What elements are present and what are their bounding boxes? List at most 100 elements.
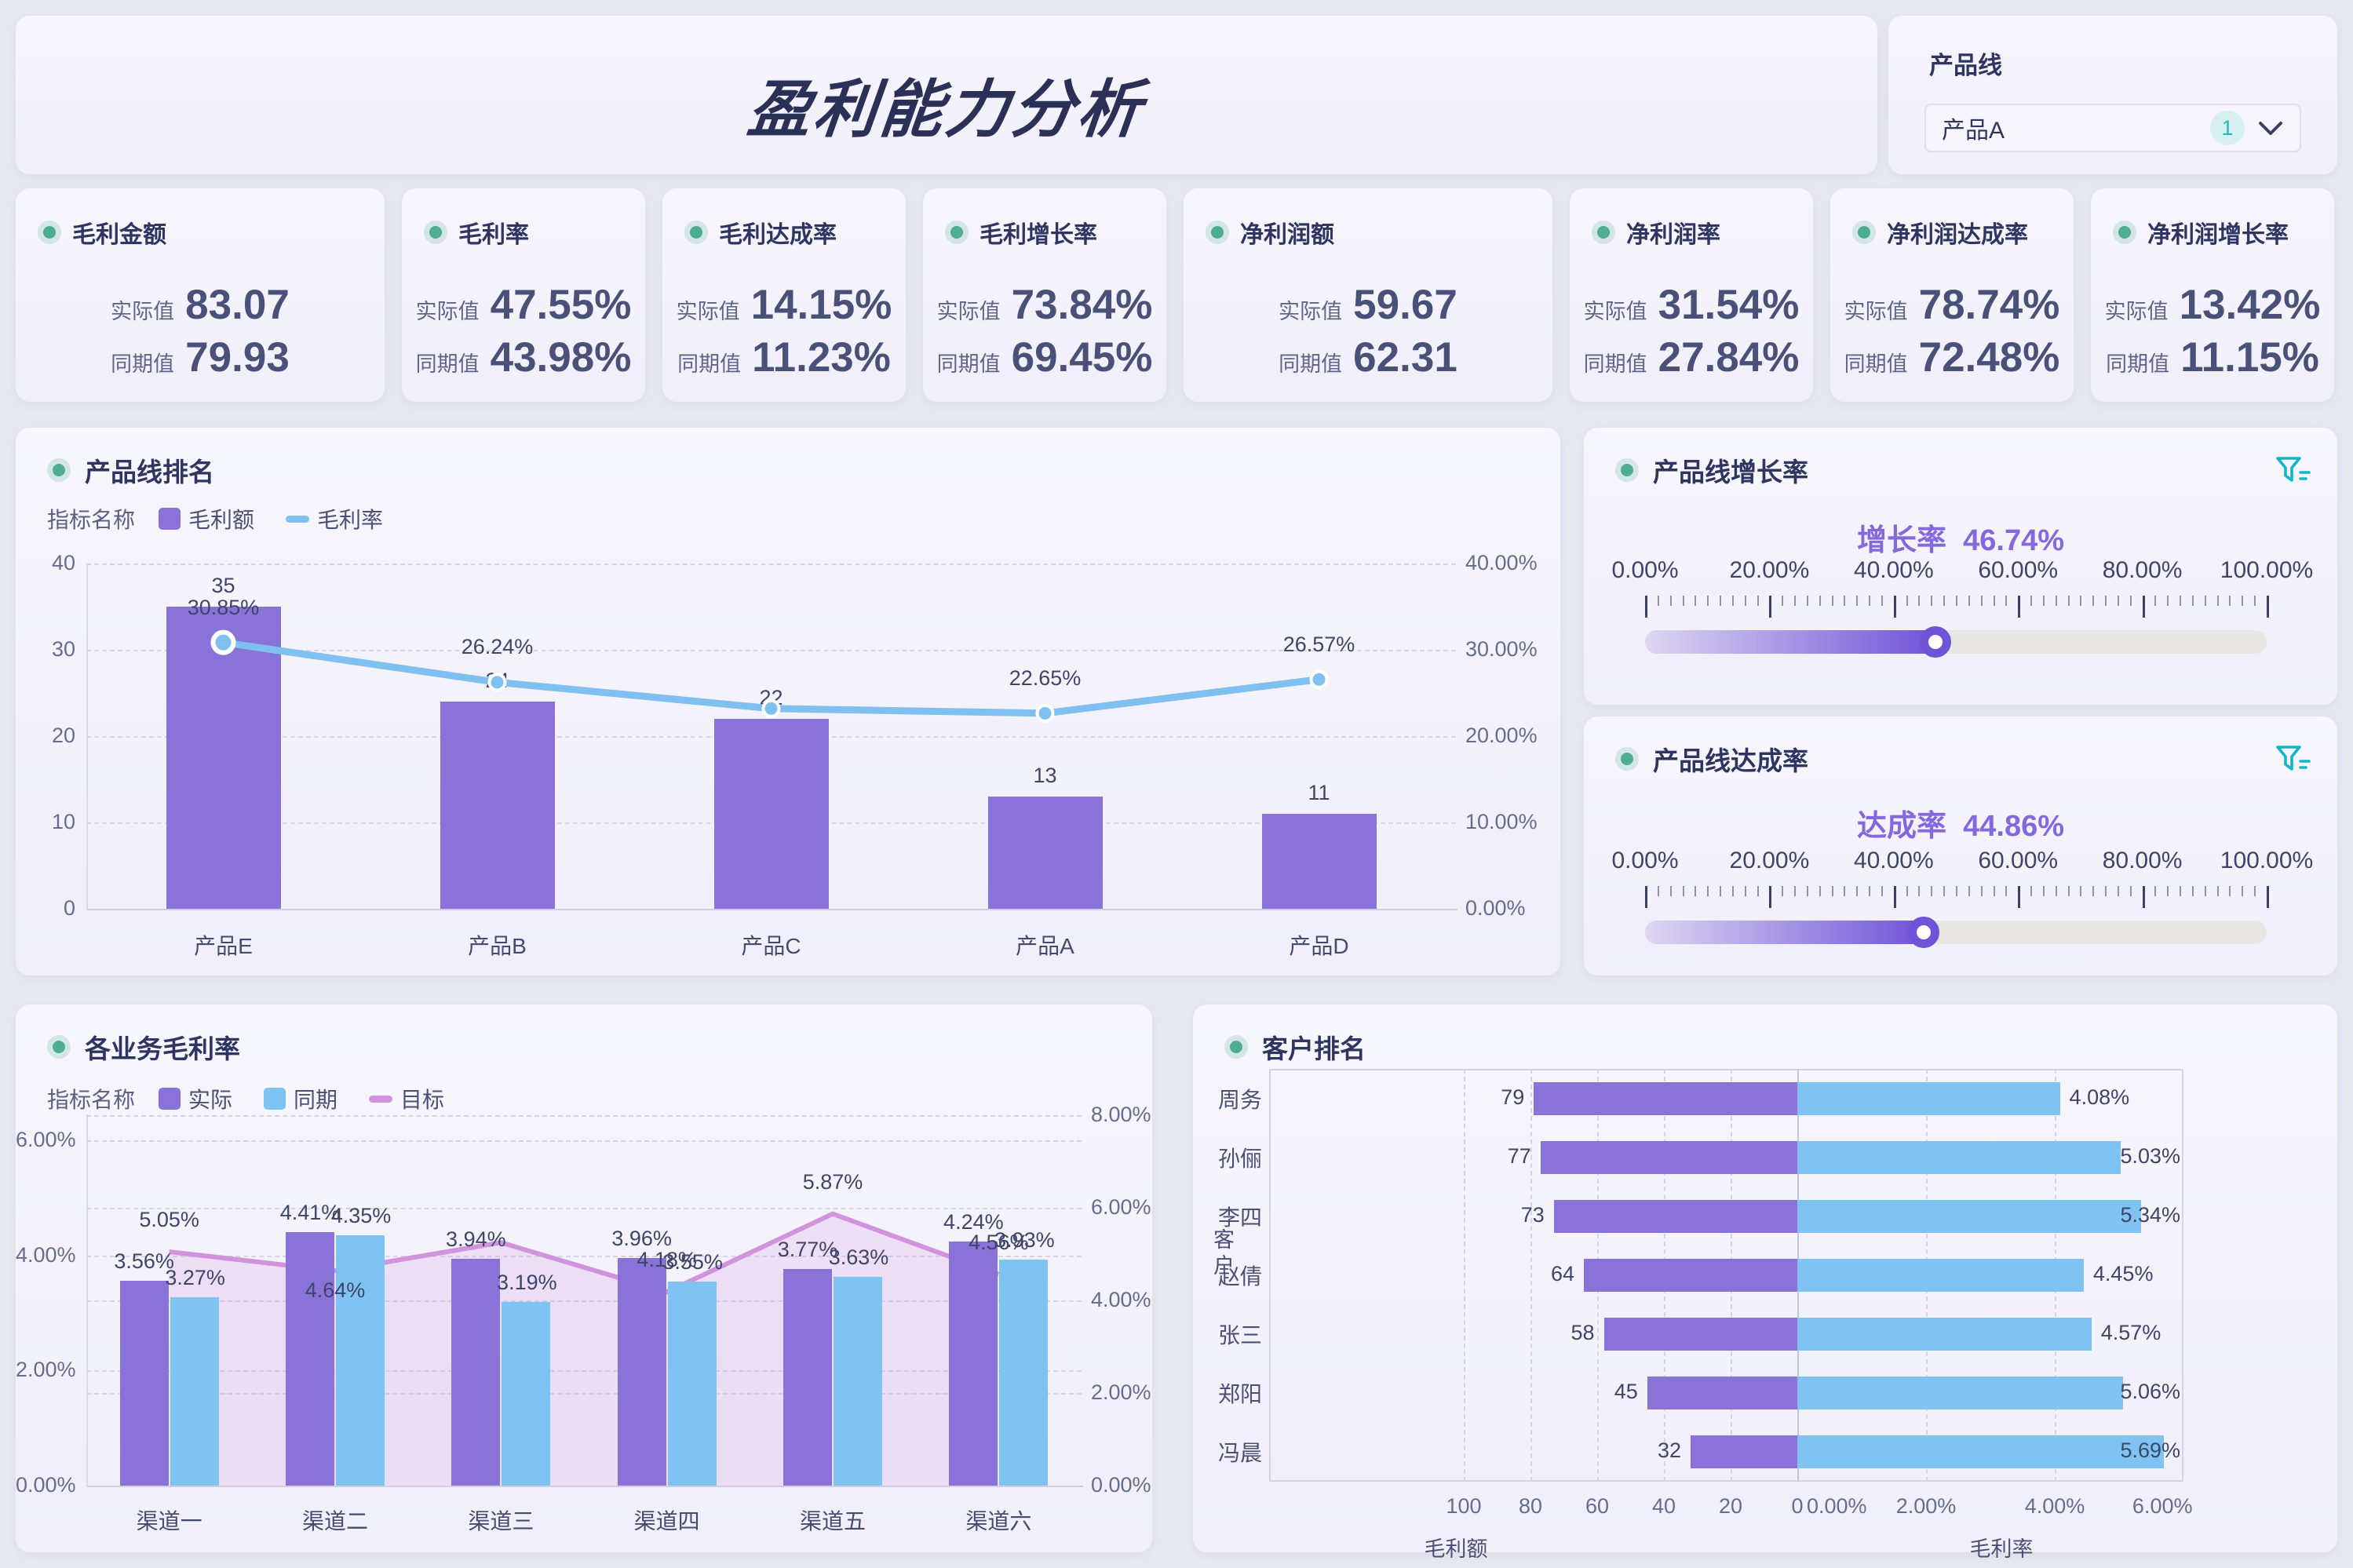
tick-mark [1980,596,1983,606]
kpi-actual-row: 实际值 13.42% [2091,281,2334,329]
legend-item-毛利额[interactable]: 毛利额 [159,503,262,534]
tick-mark [2142,886,2145,908]
kpi-previous-row: 同期值 79.93 [16,334,385,381]
card-dot-icon [2113,221,2136,244]
bar-rate-郑阳[interactable] [1797,1377,2123,1410]
rate-value-label: 5.03% [2120,1143,2180,1168]
filter-icon[interactable] [2275,743,2311,775]
bar-previous-渠道五[interactable] [834,1276,882,1486]
bar-产品B[interactable] [440,702,555,909]
legend-item-同期[interactable]: 同期 [264,1083,345,1114]
tick-mark [1893,596,1896,618]
bar-产品E[interactable] [166,607,281,909]
kpi-actual-row: 实际值 47.55% [402,281,645,329]
kpi-card-1: 毛利率 实际值 47.55% 同期值 43.98% [402,188,645,402]
tick-mark [1707,886,1709,896]
bar-amount-李四[interactable] [1553,1199,1797,1233]
row-label-张三: 张三 [1217,1323,1262,1348]
kpi-actual-label: 实际值 [415,300,480,323]
bar-amount-郑阳[interactable] [1647,1377,1797,1410]
line-value-label: 26.24% [461,635,534,659]
kpi-actual-row: 实际值 83.07 [16,281,385,329]
bar-previous-渠道四[interactable] [667,1281,717,1486]
tick-mark [1918,596,1921,606]
bar-actual-渠道二[interactable] [286,1231,334,1486]
tick-mark [1993,886,1995,896]
bar-previous-渠道六[interactable] [999,1259,1049,1486]
x-axis-tick-amount: 0 [1791,1494,1804,1518]
slider-value: 增长率 46.74% [1856,524,2065,557]
tick-mark [2129,886,2132,896]
amount-value-label: 64 [1550,1262,1574,1285]
tick-mark [2055,596,2057,606]
tick-mark [2042,886,2045,896]
kpi-card-5: 净利润率 实际值 31.54% 同期值 27.84% [1570,188,1813,402]
tick-mark [1645,596,1647,618]
target-value-label: 4.56% [969,1230,1029,1254]
tick-ruler [1584,886,2337,910]
bar-amount-周务[interactable] [1534,1081,1797,1115]
legend-item-实际[interactable]: 实际 [159,1083,240,1114]
bar-rate-赵倩[interactable] [1797,1259,2084,1292]
kpi-previous-value: 43.98% [490,334,632,381]
legend-title: 指标名称 [47,1088,136,1112]
bar-amount-孙俪[interactable] [1540,1140,1797,1174]
tick-mark [2080,596,2082,606]
amount-value-label: 79 [1501,1085,1525,1109]
kpi-actual-row: 实际值 14.15% [662,281,906,329]
kpi-title: 毛利金额 [72,222,166,248]
kpi-actual-label: 实际值 [111,300,175,323]
slider-knob[interactable] [1908,917,1940,948]
y-axis-tick-right: 4.00% [1091,1288,1151,1311]
x-axis-category: 产品E [194,934,253,958]
tick-mark [2092,886,2095,896]
tick-mark [1731,886,1734,896]
legend-item-毛利率[interactable]: 毛利率 [286,503,391,534]
bar-previous-渠道二[interactable] [336,1235,385,1486]
line-value-label: 26.57% [1282,632,1355,656]
tick-mark [2117,596,2119,606]
bar-actual-渠道一[interactable] [119,1280,169,1486]
tick-mark [2105,886,2107,896]
tick-mark [1695,886,1697,896]
bar-rate-冯晨[interactable] [1797,1435,2164,1469]
kpi-previous-label: 同期值 [1279,352,1343,376]
row-label-李四: 李四 [1217,1205,1262,1230]
bar-previous-渠道三[interactable] [502,1302,551,1486]
bar-产品D[interactable] [1261,814,1377,909]
filter-icon[interactable] [2275,454,2311,486]
rate-value-label: 5.69% [2120,1439,2180,1463]
tick-mark [2018,886,2021,908]
bar-actual-渠道五[interactable] [783,1268,832,1486]
bar-previous-渠道一[interactable] [170,1297,219,1486]
card-dot-icon [1852,221,1876,244]
product-line-select[interactable]: 产品A 1 [1924,104,2301,152]
bar-amount-冯晨[interactable] [1691,1435,1797,1469]
bar-actual-渠道六[interactable] [949,1242,998,1486]
bar-actual-渠道三[interactable] [451,1259,501,1486]
bar-actual-渠道四[interactable] [617,1257,666,1486]
tick-mark [2067,886,2070,896]
previous-value-label: 3.19% [497,1271,557,1295]
legend-item-目标[interactable]: 目标 [369,1083,452,1114]
gridline [86,1370,1082,1373]
bar-amount-赵倩[interactable] [1584,1259,1797,1292]
bar-rate-周务[interactable] [1797,1081,2060,1115]
bar-产品C[interactable] [713,719,829,909]
bar-amount-张三[interactable] [1603,1318,1797,1351]
x-axis-category: 产品C [741,934,801,958]
gridline [86,1140,1082,1142]
scale-tick-label: 100.00% [2220,557,2314,583]
bar-rate-孙俪[interactable] [1797,1140,2121,1174]
tick-mark [2254,886,2256,896]
bar-产品A[interactable] [987,797,1103,909]
bar-rate-李四[interactable] [1797,1199,2141,1233]
tick-mark [1769,886,1772,908]
slider-knob[interactable] [1920,626,1952,658]
target-value-label: 4.64% [305,1278,366,1303]
bar-rate-张三[interactable] [1797,1318,2092,1351]
card-product-ranking: 产品线排名 指标名称 毛利额 毛利率 40 30 20 10 0 40.00% 30.00% 2… [16,428,1560,975]
kpi-actual-row: 实际值 31.54% [1570,281,1813,329]
target-line-layer [169,1211,1000,1486]
amount-value-label: 32 [1657,1439,1681,1463]
